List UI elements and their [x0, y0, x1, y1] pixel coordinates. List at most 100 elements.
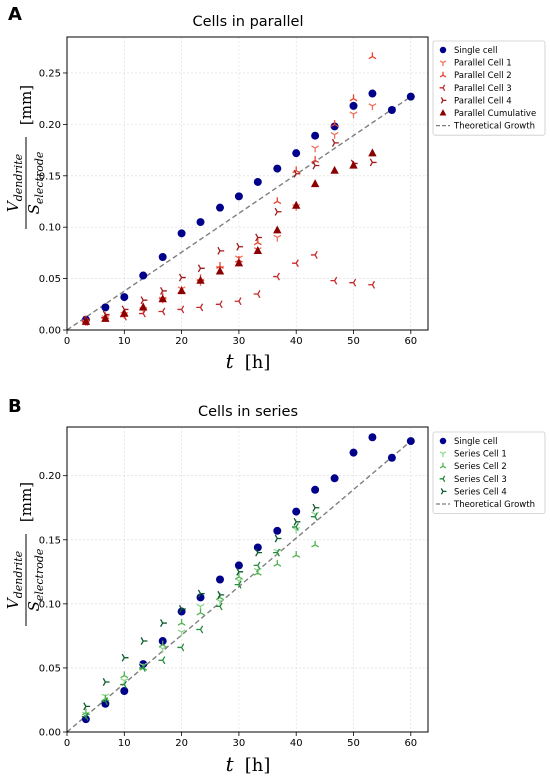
plot-frame-parallel	[66, 36, 429, 331]
point-parallel-cell-2	[292, 166, 301, 174]
legend-marker-parallel-cell-4	[440, 97, 447, 104]
point-series-cell-3	[120, 680, 127, 689]
point-parallel-cell-4	[197, 264, 205, 273]
point-single-cell	[292, 507, 301, 516]
point-series-cell-4	[197, 589, 205, 598]
point-series-cell-2	[120, 671, 129, 679]
point-parallel-cell-1	[330, 132, 339, 139]
point-single-cell	[273, 164, 282, 173]
point-parallel-cumulative	[368, 148, 377, 157]
legend-marker-parallel-cell-1	[439, 60, 447, 66]
x-tick-label: 30	[233, 738, 246, 749]
point-single-cell	[253, 543, 262, 552]
y-tick-label: 0.15	[39, 171, 61, 182]
y-axis-unit: [mm]	[17, 482, 35, 522]
point-series-cell-4	[178, 605, 186, 613]
point-single-cell	[368, 89, 377, 98]
point-single-cell	[406, 92, 415, 101]
point-series-cell-3	[139, 663, 146, 672]
point-parallel-cell-3	[330, 276, 338, 285]
point-parallel-cumulative	[139, 302, 148, 311]
point-parallel-cell-4	[255, 233, 263, 242]
point-parallel-cell-4	[178, 273, 186, 282]
point-single-cell	[177, 229, 186, 238]
y-axis-denominator: Selectrode	[25, 548, 46, 611]
y-axis-label-parallel: Vdendrite Selectrode [mm]	[4, 85, 46, 229]
point-series-cell-4	[140, 637, 148, 645]
point-parallel-cell-3	[234, 297, 242, 306]
legend-box	[432, 40, 546, 136]
point-single-cell	[234, 192, 243, 201]
point-parallel-cell-3	[215, 300, 223, 309]
y-tick-label: 0.00	[39, 728, 61, 739]
x-tick-label: 40	[290, 336, 303, 347]
point-parallel-cell-4	[140, 296, 148, 305]
point-parallel-cumulative	[349, 160, 358, 169]
point-series-cell-4	[121, 653, 129, 662]
legend-marker-parallel-cell-3	[439, 84, 446, 92]
panel-label-a: A	[8, 4, 22, 25]
legend-label-parallel-cell-3: Parallel Cell 3	[454, 84, 512, 94]
y-axis-numerator: Vdendrite	[4, 550, 25, 609]
legend-label-parallel-cell-2: Parallel Cell 2	[454, 71, 512, 81]
point-single-cell	[234, 561, 243, 570]
x-tick-label: 50	[347, 336, 360, 347]
point-parallel-cumulative	[292, 200, 301, 209]
legend-box	[432, 431, 546, 514]
legend-label-series-cell-2: Series Cell 2	[454, 462, 507, 472]
point-parallel-cell-3	[349, 278, 357, 287]
y-axis-numerator: Vdendrite	[4, 153, 25, 212]
y-tick-label: 0.00	[39, 326, 61, 337]
legend-marker-parallel-cell-2	[439, 71, 447, 78]
point-parallel-cell-3	[158, 307, 166, 316]
point-single-cell	[311, 131, 320, 140]
point-parallel-cell-3	[310, 250, 318, 259]
point-series-cell-2	[196, 608, 205, 616]
legend-marker-series-cell-4	[440, 488, 447, 495]
point-parallel-cell-3	[253, 290, 261, 298]
point-single-cell	[273, 526, 282, 535]
point-series-cell-3	[196, 625, 204, 634]
point-parallel-cell-1	[311, 145, 320, 153]
x-tick-label: 20	[175, 738, 188, 749]
point-parallel-cumulative	[234, 258, 244, 267]
panel-label-b: B	[8, 396, 22, 417]
point-single-cell	[292, 149, 301, 158]
point-single-cell	[387, 106, 396, 114]
point-series-cell-2	[292, 550, 301, 558]
x-axis-unit: [h]	[245, 755, 271, 776]
point-single-cell	[196, 218, 205, 227]
point-parallel-cell-1	[273, 234, 282, 242]
point-parallel-cell-4	[236, 242, 244, 251]
legend-marker-series-cell-3	[439, 475, 446, 483]
panel-parallel: A Cells in parallel 0 10 20 30 40 50 60 0.00 0.0…	[4, 4, 546, 373]
point-series-cell-4	[236, 567, 244, 576]
panel-series: B Cells in series 0 10 20 30 40 50 600.000.050…	[4, 396, 546, 776]
point-parallel-cell-3	[177, 305, 185, 314]
x-axis-label-parallel: t [h]	[226, 349, 271, 373]
point-series-cell-3	[177, 643, 185, 652]
point-parallel-cell-4	[293, 169, 301, 178]
point-parallel-cell-4	[217, 246, 225, 255]
x-tick-label: 20	[175, 336, 188, 347]
x-tick-label: 0	[64, 336, 70, 347]
point-single-cell	[349, 448, 358, 457]
point-single-cell	[120, 687, 129, 695]
point-single-cell	[406, 437, 415, 446]
point-parallel-cell-2	[311, 156, 320, 164]
x-tick-label: 10	[118, 738, 131, 749]
point-series-cell-2	[177, 618, 186, 626]
x-tick-label: 10	[118, 336, 131, 347]
point-single-cell	[253, 177, 262, 186]
point-series-cell-4	[217, 590, 225, 599]
legend-parallel: Single cell Parallel Cell 1 Parallel Cell …	[432, 40, 546, 136]
point-parallel-cumulative	[120, 308, 129, 317]
point-single-cell	[158, 253, 167, 261]
point-parallel-cumulative	[101, 313, 110, 322]
y-tick-label: 0.05	[39, 663, 61, 674]
point-parallel-cell-4	[331, 138, 339, 147]
legend-label-theoretical-growth: Theoretical Growth	[453, 500, 535, 510]
point-series-cell-4	[83, 702, 91, 711]
point-parallel-cumulative	[253, 246, 263, 254]
theoretical-growth-line	[66, 96, 412, 331]
